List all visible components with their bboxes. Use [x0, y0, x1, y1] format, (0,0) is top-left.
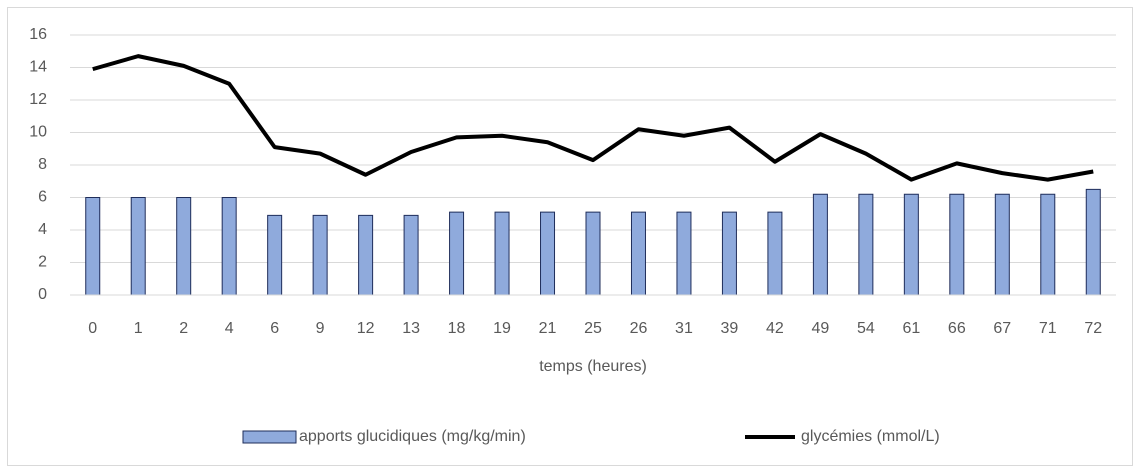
- bar: [176, 197, 192, 296]
- y-tick-label: 14: [29, 59, 47, 76]
- x-tick-label: 49: [811, 320, 829, 337]
- bar: [267, 214, 283, 296]
- x-tick-label: 1: [134, 320, 143, 337]
- line: [92, 54, 1094, 182]
- x-tick-label: 61: [902, 320, 920, 337]
- bar: [994, 193, 1010, 296]
- bar: [494, 211, 510, 296]
- bar: [903, 193, 919, 296]
- legend-swatch: [242, 430, 297, 444]
- y-tick-label: 6: [38, 189, 47, 206]
- legend-label: apports glucidiques (mg/kg/min): [299, 428, 526, 445]
- x-tick-label: 54: [857, 320, 875, 337]
- chart-frame: [7, 7, 1133, 466]
- bar: [1040, 193, 1056, 296]
- y-tick-label: 16: [29, 26, 47, 43]
- x-axis-label: temps (heures): [539, 358, 647, 375]
- bar: [130, 197, 146, 296]
- x-tick-label: 0: [88, 320, 97, 337]
- x-tick-label: 19: [493, 320, 511, 337]
- y-tick-label: 2: [38, 254, 47, 271]
- x-tick-label: 6: [270, 320, 279, 337]
- x-tick-label: 39: [721, 320, 739, 337]
- x-tick-label: 4: [225, 320, 234, 337]
- bar: [1085, 188, 1101, 296]
- y-tick-label: 12: [29, 91, 47, 108]
- legend-label: glycémies (mmol/L): [801, 428, 940, 445]
- bar: [676, 211, 692, 296]
- x-tick-label: 67: [993, 320, 1011, 337]
- x-tick-label: 31: [675, 320, 693, 337]
- bar: [767, 211, 783, 296]
- x-tick-label: 66: [948, 320, 966, 337]
- bar: [585, 211, 601, 296]
- x-tick-label: 21: [539, 320, 557, 337]
- y-tick-label: 10: [29, 124, 47, 141]
- x-tick-label: 12: [357, 320, 375, 337]
- x-tick-label: 42: [766, 320, 784, 337]
- x-tick-label: 25: [584, 320, 602, 337]
- y-tick-label: 0: [38, 286, 47, 303]
- y-tick-label: 4: [38, 221, 47, 238]
- bar: [540, 211, 556, 296]
- x-tick-label: 2: [179, 320, 188, 337]
- bar: [449, 211, 465, 296]
- x-tick-label: 71: [1039, 320, 1057, 337]
- x-tick-label: 13: [402, 320, 420, 337]
- bar: [358, 214, 374, 296]
- x-tick-label: 72: [1084, 320, 1102, 337]
- bar: [312, 214, 328, 296]
- bar: [949, 193, 965, 296]
- bar: [812, 193, 828, 296]
- bar: [221, 197, 237, 296]
- x-tick-label: 9: [316, 320, 325, 337]
- bar: [403, 214, 419, 296]
- y-tick-label: 8: [38, 156, 47, 173]
- bar: [85, 197, 101, 296]
- x-tick-label: 18: [448, 320, 466, 337]
- x-tick-label: 26: [630, 320, 648, 337]
- bar: [721, 211, 737, 296]
- bar: [630, 211, 646, 296]
- bar: [858, 193, 874, 296]
